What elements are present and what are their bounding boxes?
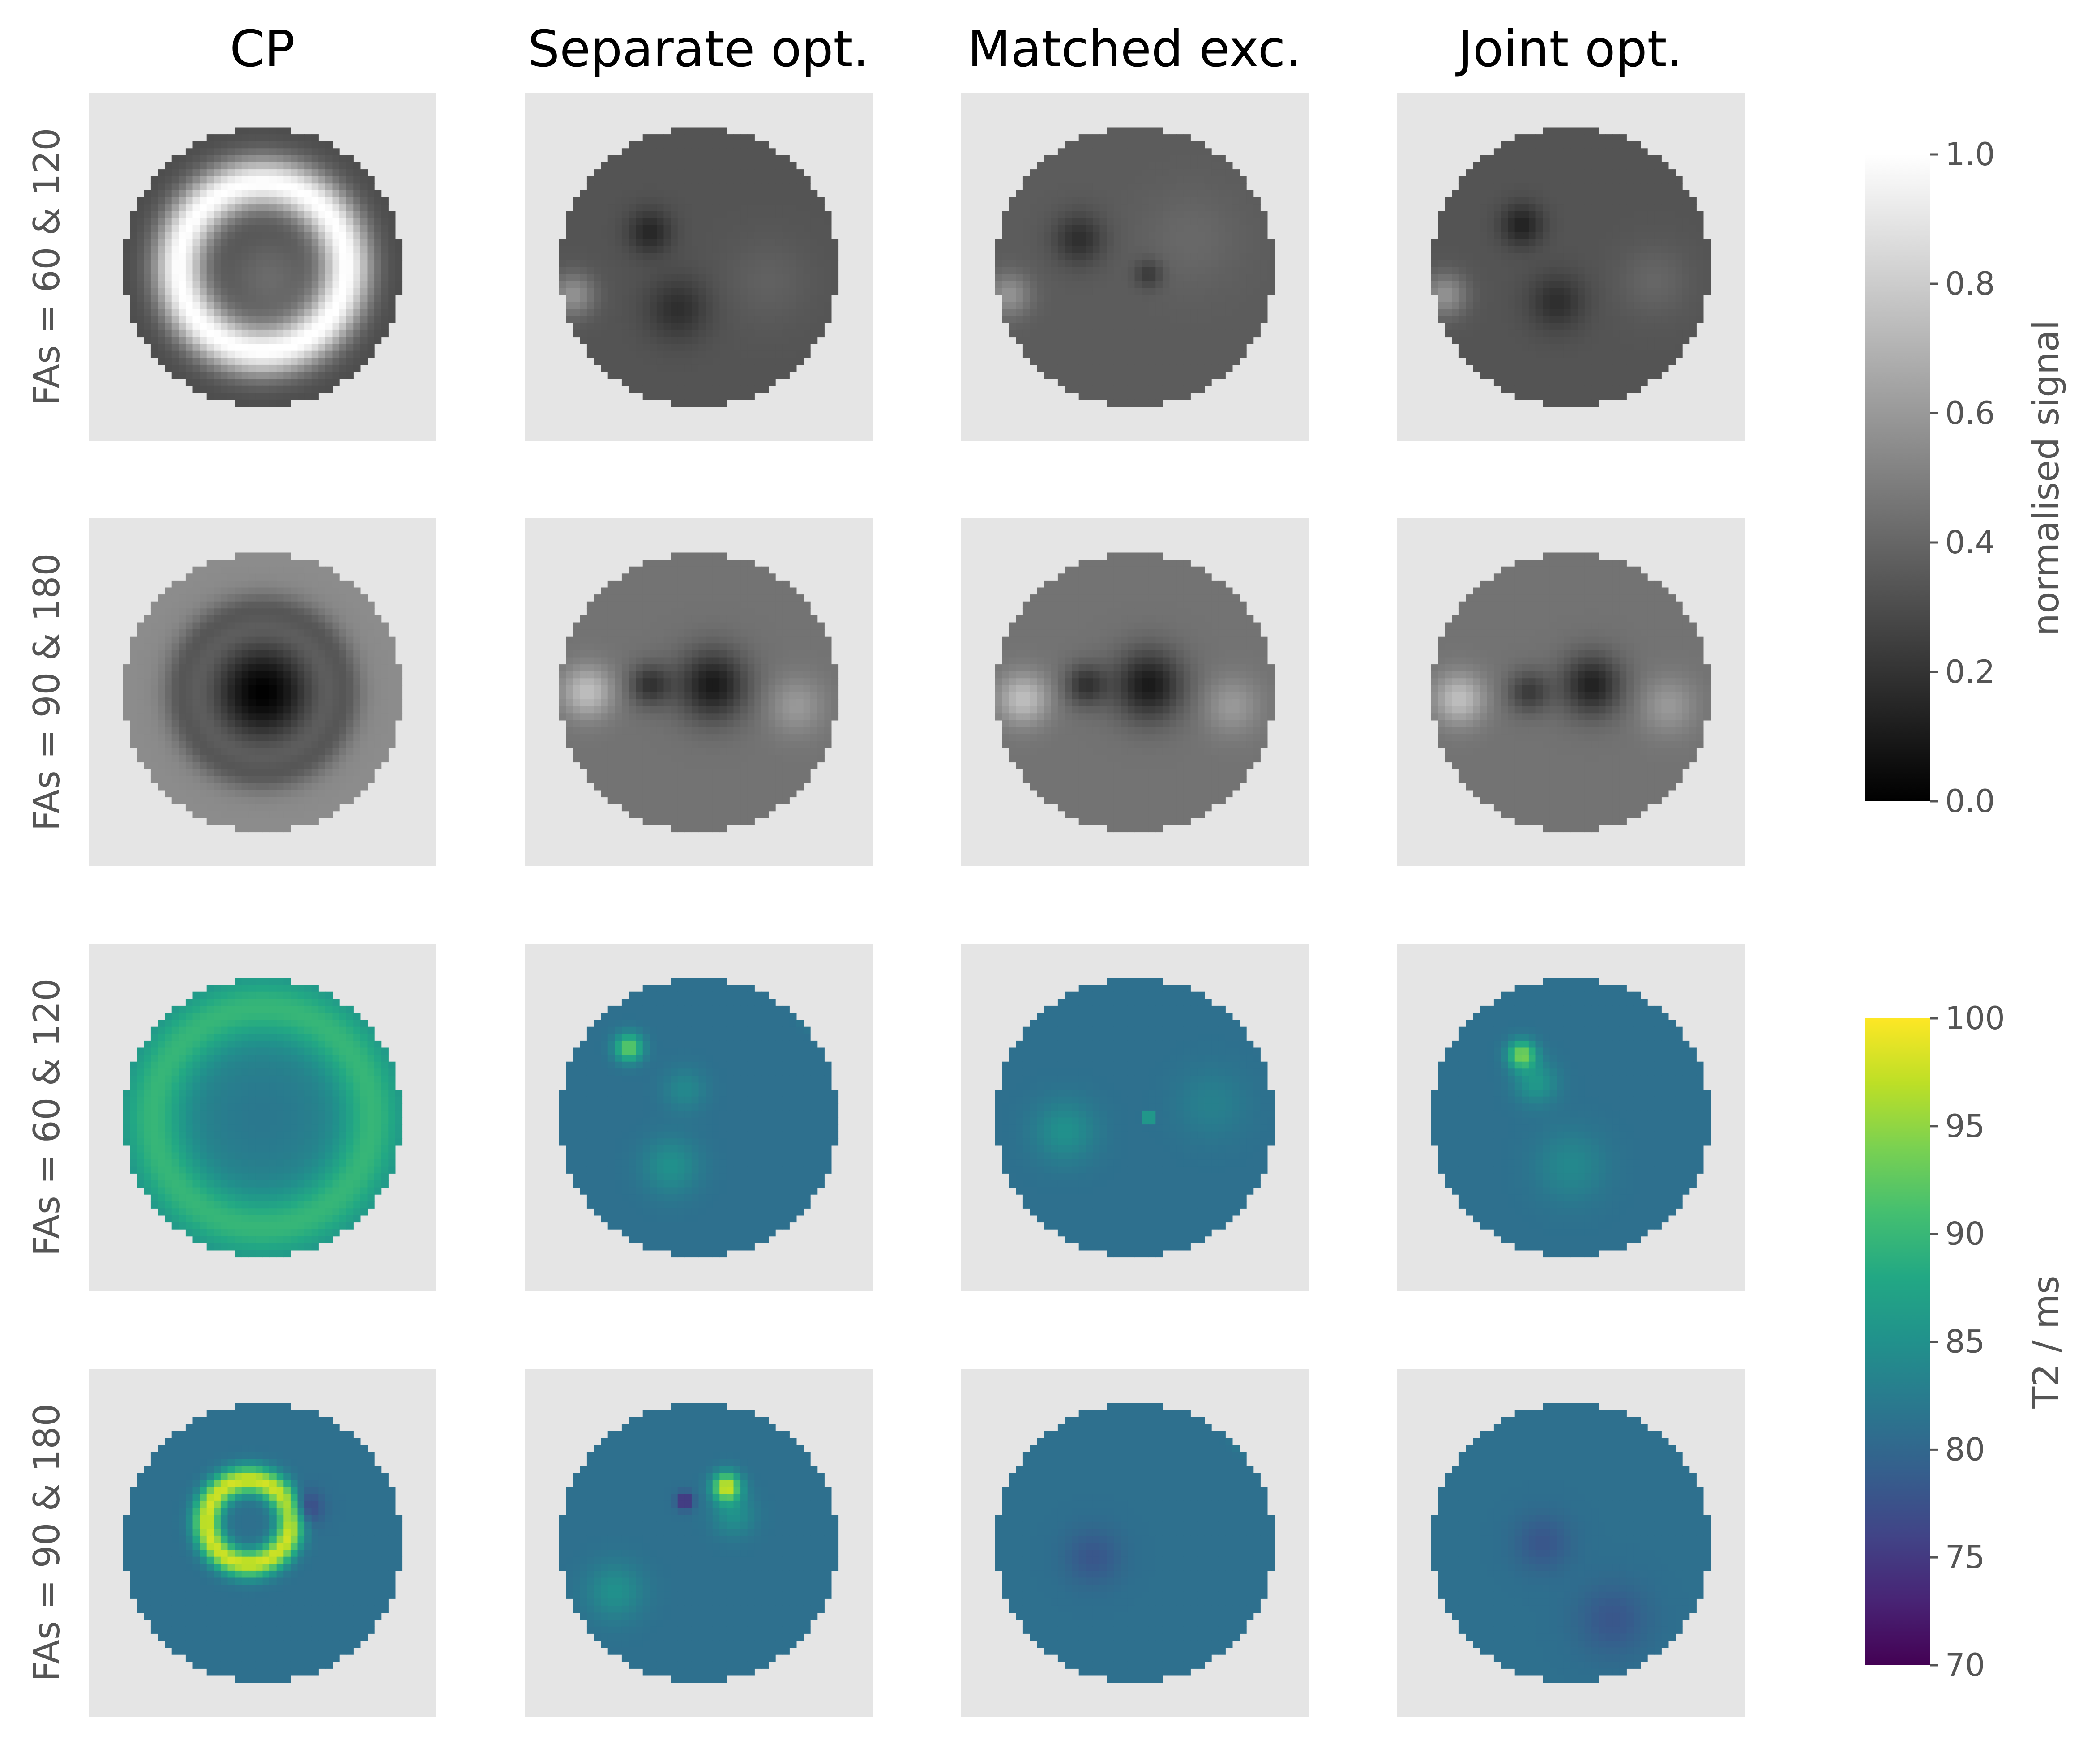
colorbar-tick-label: 90 xyxy=(1945,1216,1985,1252)
row-label-3: FAs = 60 & 120 xyxy=(26,979,68,1256)
map-disc xyxy=(123,128,403,407)
panel-r3-c4 xyxy=(1397,944,1745,1291)
colorbar-tick-label: 70 xyxy=(1945,1647,1985,1684)
colorbar-tick-label: 0.8 xyxy=(1945,265,1995,302)
row-label-1: FAs = 60 & 120 xyxy=(26,128,68,406)
panel-r2-c3 xyxy=(961,518,1309,866)
column-title-separate-opt: Separate opt. xyxy=(528,20,869,78)
colorbar-tick-label: 75 xyxy=(1945,1539,1985,1576)
panel-r4-c4 xyxy=(1397,1369,1745,1717)
panel-r3-c2 xyxy=(525,944,873,1291)
panel-r2-c4 xyxy=(1397,518,1745,866)
map-disc xyxy=(1431,978,1711,1258)
colorbar-tick-label: 0.4 xyxy=(1945,524,1995,561)
panel-r1-c1 xyxy=(89,93,436,441)
column-title-joint-opt: Joint opt. xyxy=(1455,20,1683,78)
map-disc xyxy=(995,1403,1275,1683)
colorbar-t2-label: T2 / ms xyxy=(2025,1275,2067,1409)
row-label-2: FAs = 90 & 180 xyxy=(26,553,68,831)
panel-r4-c1 xyxy=(89,1369,436,1717)
colorbar-tick-label: 0.2 xyxy=(1945,654,1995,690)
map-disc xyxy=(995,978,1275,1258)
panel-grid xyxy=(89,93,1745,1717)
panel-r3-c3 xyxy=(961,944,1309,1291)
panel-r1-c3 xyxy=(961,93,1309,441)
map-disc xyxy=(123,978,403,1258)
map-disc xyxy=(995,128,1275,407)
panel-r1-c2 xyxy=(525,93,873,441)
panel-r2-c2 xyxy=(525,518,873,866)
colorbar-tick-label: 0.6 xyxy=(1945,395,1995,432)
colorbar-tick-label: 0.0 xyxy=(1945,783,1995,820)
panel-r2-c1 xyxy=(89,518,436,866)
colorbar-tick-label: 95 xyxy=(1945,1108,1985,1145)
map-disc xyxy=(1431,553,1711,833)
map-disc xyxy=(1431,1403,1711,1683)
colorbar-t2 xyxy=(1865,1018,1930,1665)
colorbar-signal-label: normalised signal xyxy=(2025,320,2067,636)
map-disc xyxy=(559,553,839,833)
colorbar-tick-label: 100 xyxy=(1945,1000,2005,1037)
panel-r4-c3 xyxy=(961,1369,1309,1717)
colorbar-signal xyxy=(1865,154,1930,801)
colorbar-t2-ticks: 70 75 80 85 90 95 100 xyxy=(1930,1000,2005,1684)
colorbar-tick-label: 85 xyxy=(1945,1324,1985,1360)
map-disc xyxy=(1431,128,1711,407)
column-title-matched-exc: Matched exc. xyxy=(967,20,1301,78)
colorbar-tick-label: 1.0 xyxy=(1945,136,1995,173)
map-disc xyxy=(123,553,403,833)
colorbar-tick-label: 80 xyxy=(1945,1431,1985,1468)
map-disc xyxy=(559,978,839,1258)
map-disc xyxy=(559,128,839,407)
panel-r1-c4 xyxy=(1397,93,1745,441)
column-title-cp: CP xyxy=(230,20,295,78)
panel-r4-c2 xyxy=(525,1369,873,1717)
map-disc xyxy=(559,1403,839,1683)
panel-r3-c1 xyxy=(89,944,436,1291)
colorbar-signal-ticks: 0.0 0.2 0.4 0.6 0.8 1.0 xyxy=(1930,136,1995,820)
map-disc xyxy=(123,1403,403,1683)
map-disc xyxy=(995,553,1275,833)
row-label-4: FAs = 90 & 180 xyxy=(26,1404,68,1682)
